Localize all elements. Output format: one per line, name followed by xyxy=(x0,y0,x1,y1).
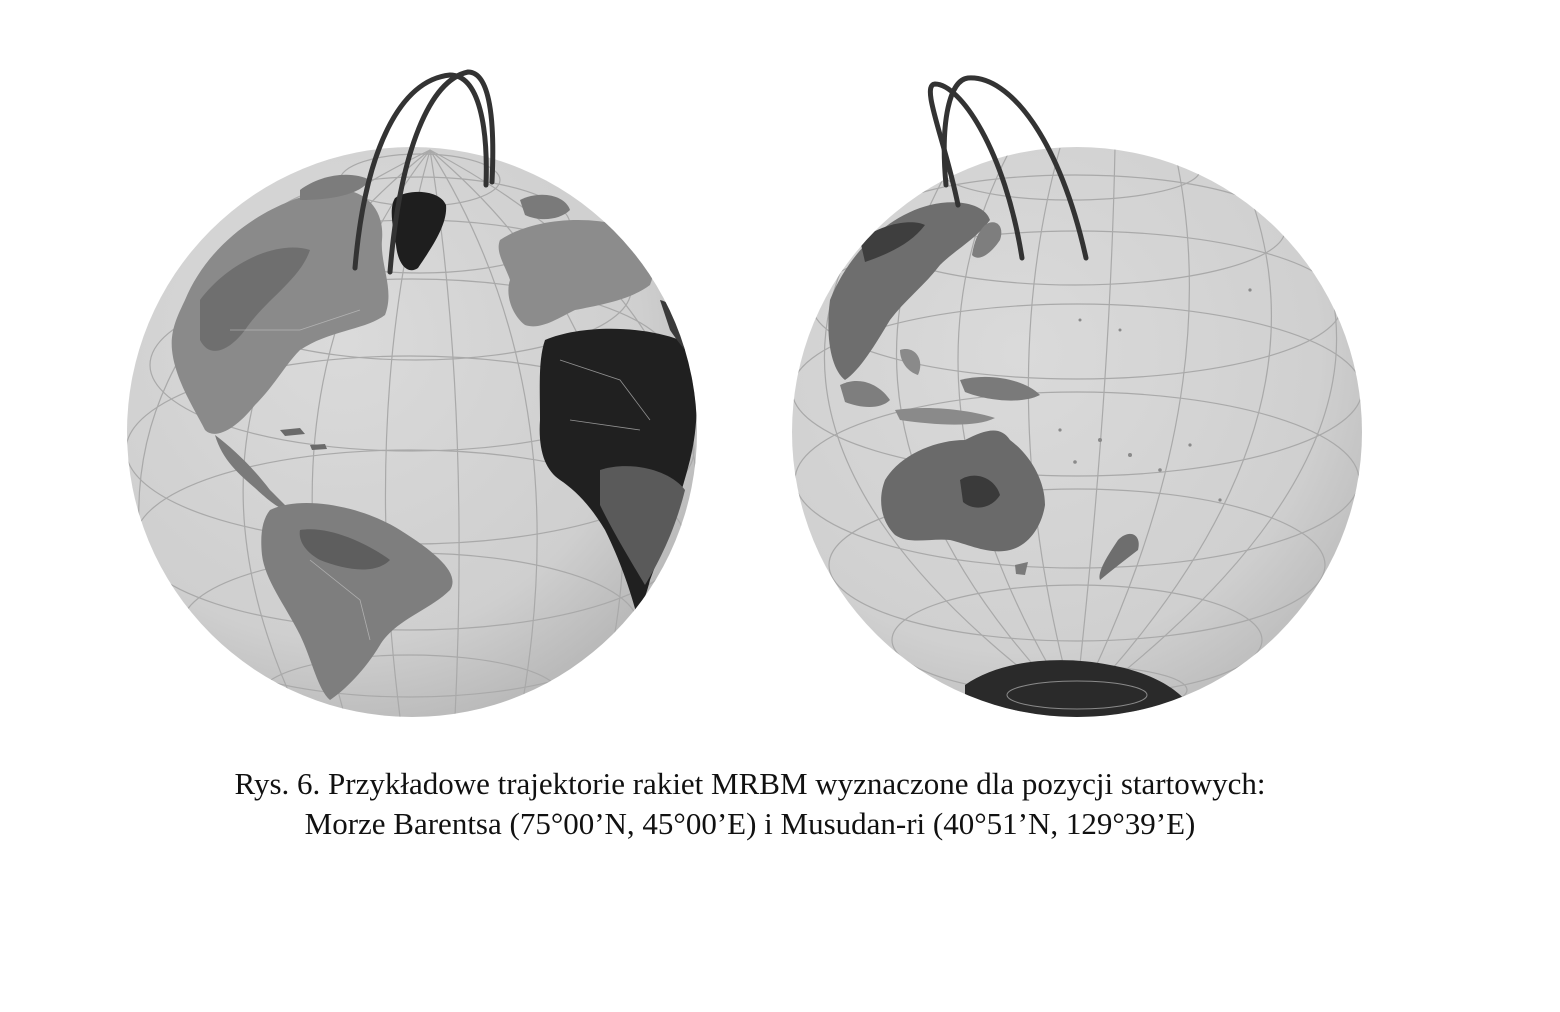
japan xyxy=(972,222,1002,258)
caption-line-1: Rys. 6. Przykładowe trajektorie rakiet M… xyxy=(234,766,1266,801)
globe-atlantic xyxy=(127,69,697,717)
figure-globes xyxy=(127,69,1362,717)
trajectories-atlantic xyxy=(352,69,496,275)
europe xyxy=(498,220,654,327)
new-zealand xyxy=(1099,533,1139,580)
north-america xyxy=(171,189,389,434)
ocean xyxy=(792,147,1362,717)
landmasses-pacific xyxy=(828,202,1252,717)
southeast-asia xyxy=(840,380,890,407)
trajectory-2 xyxy=(387,69,496,275)
trajectory-2 xyxy=(941,75,1089,261)
trajectory-1 xyxy=(352,72,489,271)
globe-pacific xyxy=(792,75,1362,717)
central-america xyxy=(215,435,290,511)
greenland xyxy=(391,191,447,271)
antarctica xyxy=(965,660,1185,717)
figure-caption: Rys. 6. Przykładowe trajektorie rakiet M… xyxy=(0,764,1500,844)
trajectories-pacific xyxy=(927,75,1089,261)
caption-line-2: Morze Barentsa (75°00’N, 45°00’E) i Musu… xyxy=(304,806,1196,841)
